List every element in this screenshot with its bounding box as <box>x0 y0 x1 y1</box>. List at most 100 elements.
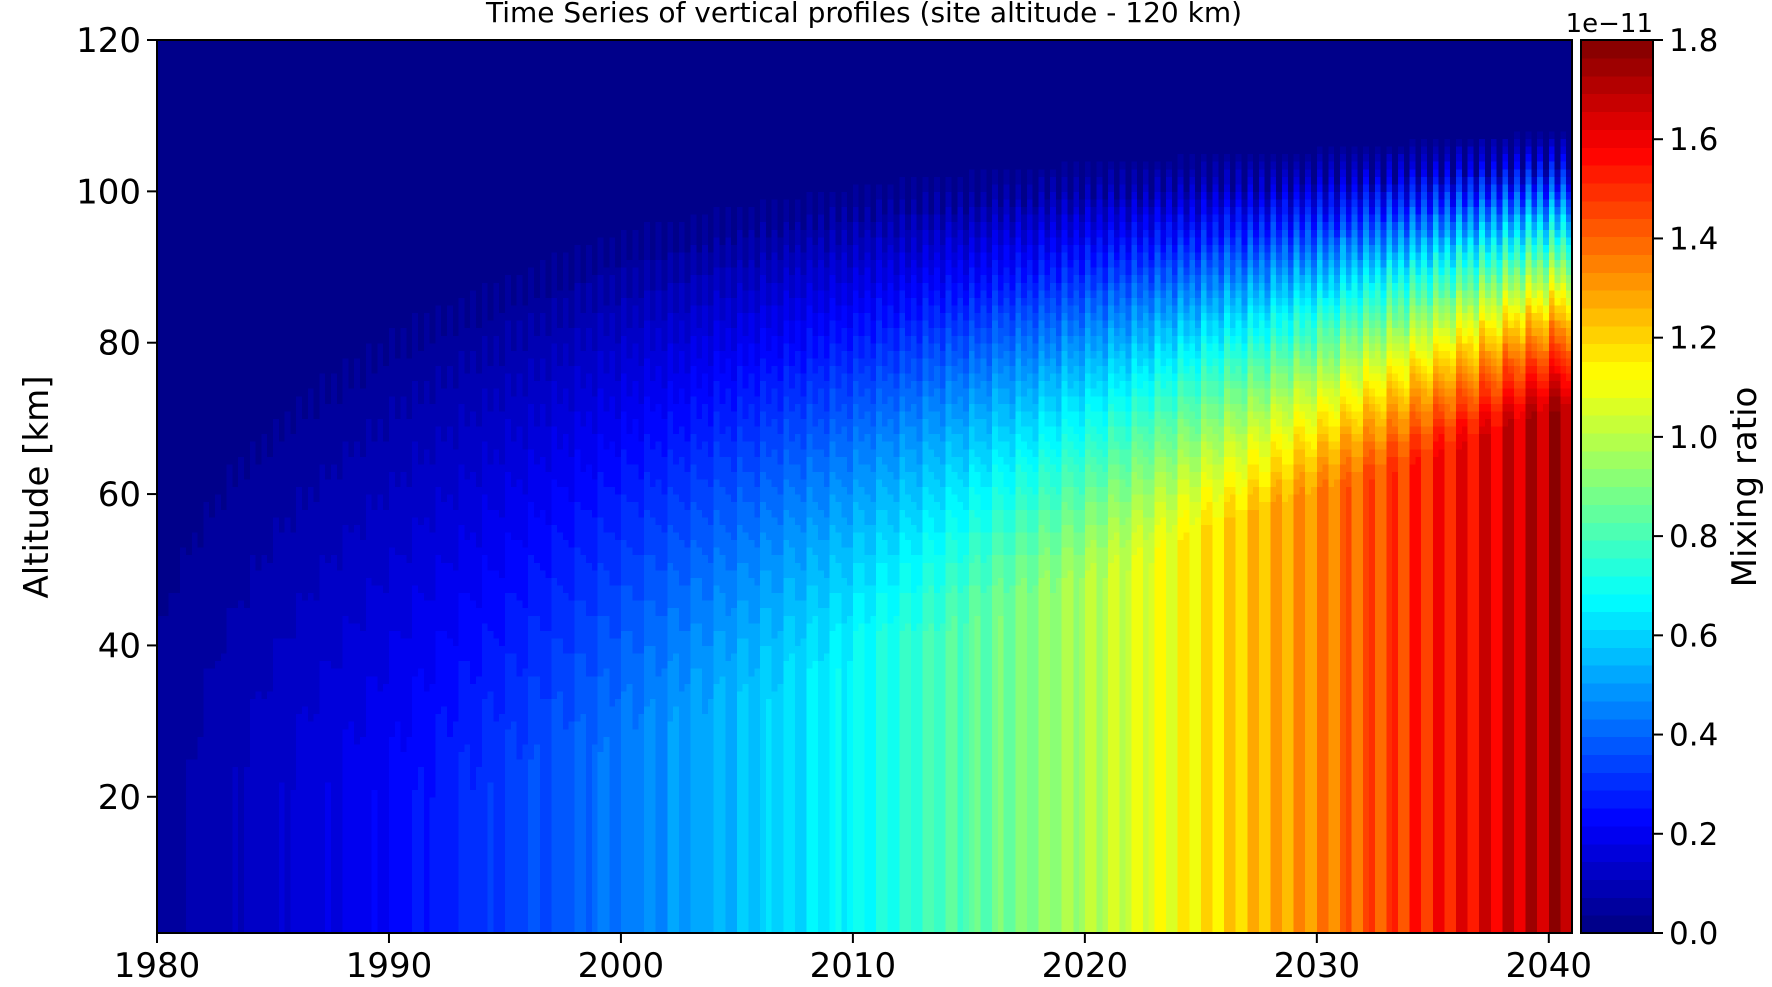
heatmap-cell <box>284 660 291 669</box>
heatmap-cell <box>394 85 402 94</box>
heatmap-cell <box>290 236 297 245</box>
heatmap-cell <box>255 524 262 533</box>
heatmap-cell <box>197 145 204 155</box>
heatmap-cell <box>319 494 326 503</box>
heatmap-cell <box>394 925 402 933</box>
heatmap-cell <box>197 895 204 904</box>
heatmap-cell <box>238 751 245 760</box>
heatmap-cell <box>226 244 233 253</box>
heatmap-cell <box>313 123 320 132</box>
heatmap-cell <box>371 736 378 745</box>
heatmap-cell <box>301 289 309 298</box>
heatmap-cell <box>365 236 373 245</box>
heatmap-cell <box>243 312 251 321</box>
heatmap-cell <box>157 675 164 684</box>
heatmap-cell <box>394 183 402 192</box>
heatmap-cell <box>342 214 349 223</box>
heatmap-cell <box>238 176 245 185</box>
heatmap-cell <box>296 577 303 586</box>
heatmap-cell <box>400 743 407 752</box>
heatmap-cell <box>249 388 257 397</box>
heatmap-cell <box>267 304 274 314</box>
heatmap-cell <box>226 562 233 571</box>
heatmap-cell <box>296 736 303 745</box>
heatmap-cell <box>365 675 373 684</box>
heatmap-cell <box>272 85 280 94</box>
heatmap-cell <box>354 138 361 147</box>
heatmap-cell <box>301 494 309 503</box>
heatmap-cell <box>330 645 338 654</box>
heatmap-cell <box>377 524 384 533</box>
heatmap-cell <box>394 433 402 442</box>
heatmap-cell <box>267 728 274 737</box>
heatmap-cell <box>296 463 303 472</box>
heatmap-cell <box>238 895 245 904</box>
heatmap-cell <box>330 471 338 480</box>
heatmap-cell <box>371 872 378 881</box>
heatmap-cell <box>272 736 280 745</box>
heatmap-cell <box>180 55 187 64</box>
heatmap-cell <box>359 615 367 624</box>
heatmap-cell <box>168 895 175 904</box>
heatmap-cell <box>197 789 204 798</box>
heatmap-cell <box>296 728 303 737</box>
heatmap-cell <box>330 895 338 904</box>
heatmap-cell <box>162 206 170 215</box>
heatmap-cell <box>238 418 245 427</box>
heatmap-cell <box>313 403 320 412</box>
heatmap-cell <box>174 925 181 933</box>
heatmap-cell <box>336 705 344 715</box>
heatmap-cell <box>348 547 355 556</box>
heatmap-cell <box>203 554 210 563</box>
heatmap-cell <box>226 864 233 874</box>
heatmap-cell <box>296 827 303 836</box>
heatmap-cell <box>301 577 309 586</box>
heatmap-cell <box>249 198 257 208</box>
heatmap-cell <box>400 698 407 707</box>
heatmap-cell <box>232 448 239 457</box>
heatmap-cell <box>203 547 210 556</box>
heatmap-cell <box>284 713 291 722</box>
heatmap-cell <box>290 221 297 230</box>
heatmap-cell <box>336 327 344 336</box>
heatmap-cell <box>371 425 378 435</box>
heatmap-cell <box>313 622 320 631</box>
heatmap-cell <box>330 501 338 510</box>
heatmap-cell <box>203 289 210 298</box>
heatmap-cell <box>284 259 291 268</box>
heatmap-cell <box>180 244 187 253</box>
heatmap-cell <box>296 304 303 314</box>
heatmap-cell <box>348 251 355 261</box>
heatmap-cell <box>249 433 257 442</box>
heatmap-cell <box>203 206 210 215</box>
heatmap-cell <box>162 198 170 208</box>
heatmap-cell <box>307 191 315 200</box>
heatmap-cell <box>296 77 303 87</box>
heatmap-cell <box>243 494 251 503</box>
heatmap-cell <box>365 70 373 79</box>
heatmap-cell <box>383 751 390 760</box>
heatmap-cell <box>232 244 239 253</box>
heatmap-cell <box>365 789 373 798</box>
heatmap-cell <box>203 327 210 336</box>
heatmap-cell <box>290 547 297 556</box>
heatmap-cell <box>243 176 251 185</box>
heatmap-cell <box>313 637 320 647</box>
heatmap-cell <box>365 312 373 321</box>
heatmap-cell <box>354 509 361 518</box>
heatmap-cell <box>388 721 396 730</box>
heatmap-cell <box>296 584 303 594</box>
heatmap-cell <box>261 168 268 177</box>
heatmap-cell <box>180 539 187 548</box>
heatmap-cell <box>180 138 187 147</box>
heatmap-cell <box>388 486 396 495</box>
heatmap-cell <box>342 758 349 768</box>
heatmap-cell <box>383 547 390 556</box>
heatmap-cell <box>354 789 361 798</box>
heatmap-cell <box>336 115 344 124</box>
heatmap-cell <box>220 917 228 927</box>
heatmap-cell <box>191 880 199 889</box>
heatmap-cell <box>186 221 193 230</box>
heatmap-cell <box>191 130 199 139</box>
heatmap-cell <box>209 592 216 601</box>
